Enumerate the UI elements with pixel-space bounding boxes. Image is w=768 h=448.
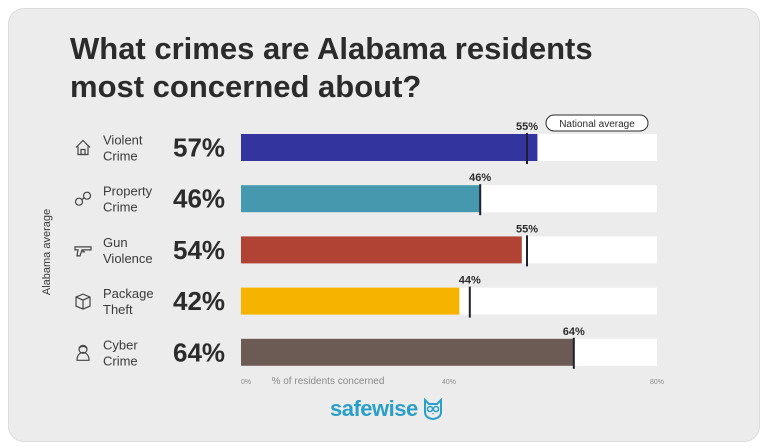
package-icon xyxy=(75,293,91,310)
category-label: Crime xyxy=(103,200,138,215)
category-label: Package xyxy=(103,286,154,301)
category-label: Property xyxy=(103,184,153,199)
category-label: Violent xyxy=(103,133,143,148)
category-label: Violence xyxy=(103,251,153,266)
category-label: Gun xyxy=(103,235,128,250)
owl-icon xyxy=(423,398,442,420)
chart-card xyxy=(8,8,760,442)
national-average-label: 55% xyxy=(516,223,538,235)
bar xyxy=(241,236,522,264)
gun-icon xyxy=(74,246,92,257)
national-average-label: 44% xyxy=(459,275,481,287)
x-tick-label: 40% xyxy=(442,379,456,386)
bar xyxy=(241,338,574,366)
category-label: Crime xyxy=(103,353,138,368)
alabama-value-label: 46% xyxy=(173,184,225,214)
x-axis-label: % of residents concerned xyxy=(272,376,385,387)
alabama-value-label: 42% xyxy=(173,286,225,316)
national-average-label: 46% xyxy=(469,172,491,184)
bar xyxy=(241,185,481,213)
category-label: Cyber xyxy=(103,337,138,352)
house-icon xyxy=(75,139,91,156)
x-tick-label: 80% xyxy=(650,379,664,386)
brand-logo: safewise xyxy=(330,396,444,422)
legend-pill xyxy=(545,114,649,132)
legend-label: National average xyxy=(559,119,635,130)
bar xyxy=(241,287,460,315)
hacker-icon xyxy=(76,344,90,361)
x-tick-label: 0% xyxy=(241,379,251,386)
brand-name: safewise xyxy=(330,396,418,421)
national-average-label: 55% xyxy=(516,121,538,133)
category-label: Theft xyxy=(103,302,133,317)
bar xyxy=(241,134,538,161)
alabama-value-label: 57% xyxy=(173,133,225,163)
category-label: Crime xyxy=(103,149,138,164)
alabama-value-label: 64% xyxy=(173,337,225,367)
alabama-value-label: 54% xyxy=(173,235,225,265)
handcuffs-icon xyxy=(74,191,92,206)
chart-title: What crimes are Alabama residents most c… xyxy=(70,31,593,104)
national-average-label: 64% xyxy=(563,326,585,338)
